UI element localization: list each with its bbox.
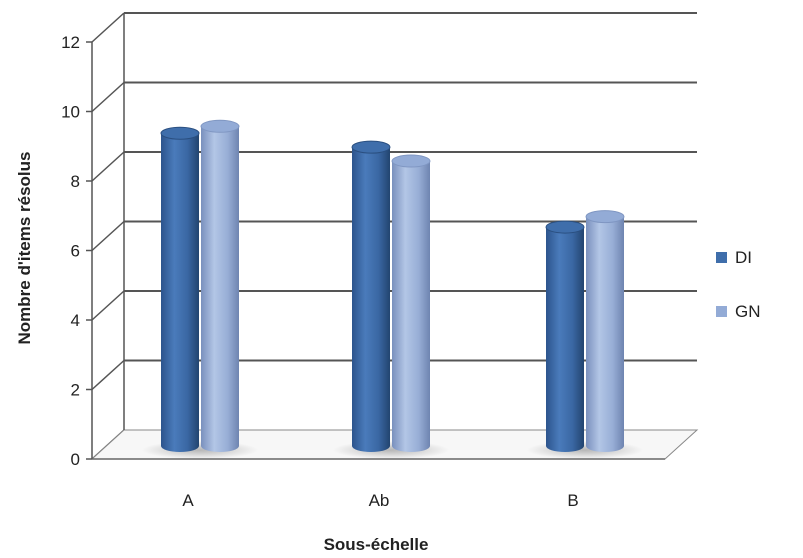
y-axis-title: Nombre d'items résolus [15, 152, 34, 345]
x-axis-title: Sous-échelle [324, 535, 429, 554]
y-tick-label: 10 [61, 103, 80, 122]
bar-body [161, 133, 199, 452]
legend-label: DI [735, 248, 752, 267]
bar-top [200, 119, 240, 133]
bar-top [545, 220, 585, 234]
y-tick-label: 12 [61, 33, 80, 52]
bar-body [392, 161, 430, 453]
bar-GN-B [585, 210, 625, 452]
y-axis: 0 2 4 6 8 10 12 [61, 13, 665, 469]
bar-DI-A [160, 126, 200, 452]
bar-top [391, 154, 431, 168]
y-tick-label: 0 [71, 450, 80, 469]
x-tick-label: A [182, 491, 194, 510]
gridline-diagonal [91, 359, 125, 391]
bar-GN-Ab [391, 154, 431, 453]
gridline-diagonal [91, 81, 125, 113]
y-tick-label: 8 [71, 172, 80, 191]
legend: DI GN [716, 248, 761, 321]
bar-top [160, 126, 200, 140]
bar-body [201, 126, 239, 453]
bar-top [585, 210, 625, 224]
y-tick-label: 4 [71, 311, 80, 330]
gridline-diagonal [91, 12, 125, 43]
x-tick-label: Ab [369, 491, 390, 510]
y-tick-label: 6 [71, 242, 80, 261]
bar-GN-A [200, 119, 240, 453]
gridline-diagonal [91, 151, 125, 182]
bar-shadow [333, 441, 449, 459]
x-tick-label: B [567, 491, 578, 510]
bar-body [352, 147, 390, 452]
bar-DI-Ab [351, 140, 391, 452]
bar-shadow [527, 441, 643, 459]
bar-top [351, 140, 391, 154]
gridline-diagonal [91, 290, 125, 321]
bar-body [586, 216, 624, 452]
gridline-diagonal [91, 220, 125, 252]
bars [142, 119, 643, 459]
legend-label: GN [735, 302, 761, 321]
bar-shadow [142, 441, 258, 459]
legend-swatch [716, 306, 727, 317]
x-axis-labels: A Ab B [182, 491, 578, 510]
legend-swatch [716, 252, 727, 263]
bar-body [546, 227, 584, 452]
bar-DI-B [545, 220, 585, 452]
y-tick-label: 2 [71, 381, 80, 400]
